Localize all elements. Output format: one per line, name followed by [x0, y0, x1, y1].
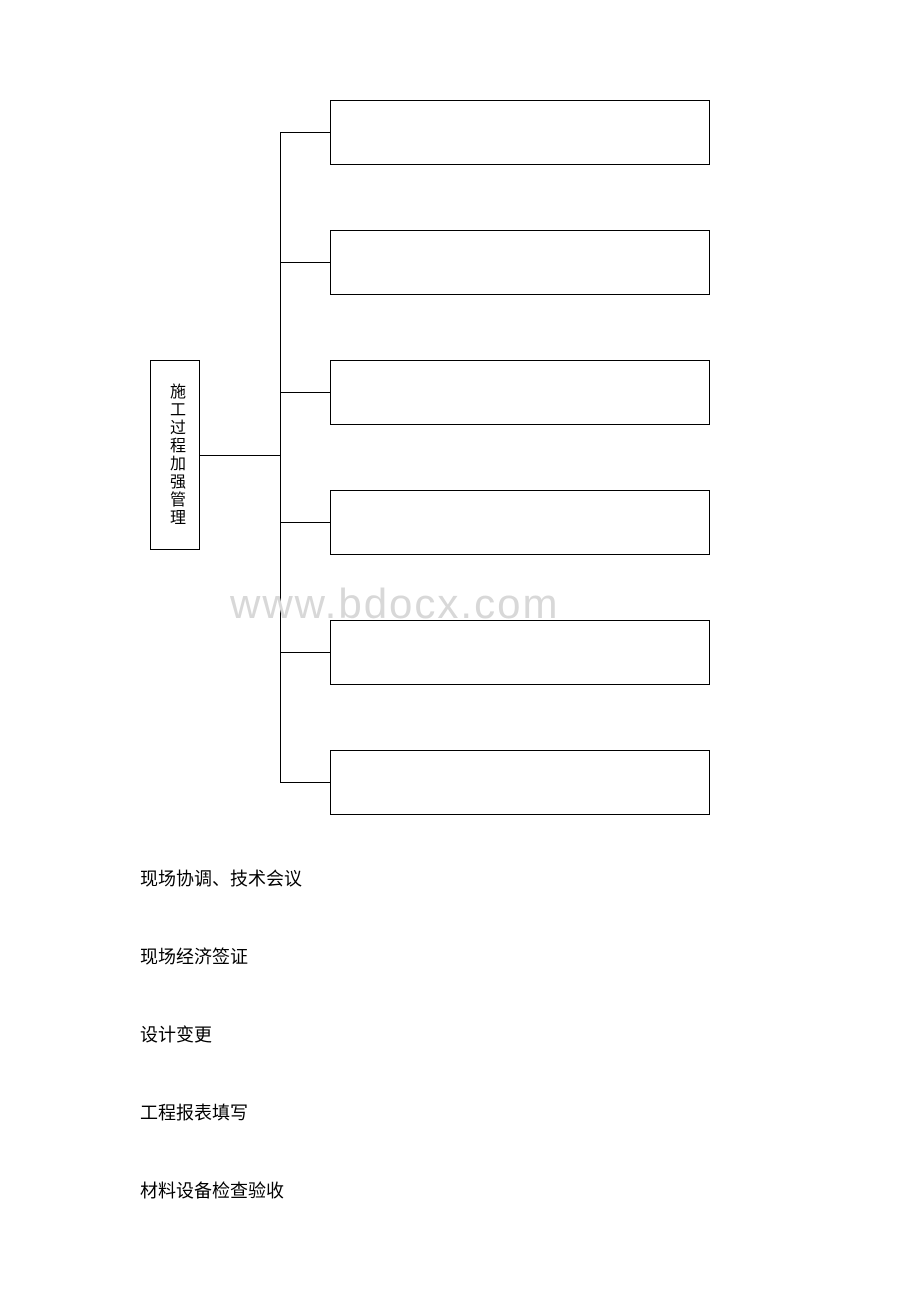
- list-item: 现场经济签证: [140, 943, 302, 969]
- connector-arm: [280, 652, 330, 653]
- list-item: 设计变更: [140, 1021, 302, 1047]
- child-node: [330, 230, 710, 295]
- text-list: 现场协调、技术会议 现场经济签证 设计变更 工程报表填写 材料设备检查验收: [140, 865, 302, 1255]
- connector-arm: [280, 132, 330, 133]
- connector-trunk: [200, 455, 280, 456]
- tree-diagram: 施工过程加强管理: [150, 100, 750, 830]
- root-label: 施工过程加强管理: [163, 383, 187, 527]
- connector-arm: [280, 782, 330, 783]
- connector-arm: [280, 392, 330, 393]
- child-node: [330, 750, 710, 815]
- list-item: 现场协调、技术会议: [140, 865, 302, 891]
- root-node: 施工过程加强管理: [150, 360, 200, 550]
- child-node: [330, 620, 710, 685]
- list-item: 工程报表填写: [140, 1099, 302, 1125]
- child-node: [330, 100, 710, 165]
- connector-arm: [280, 262, 330, 263]
- child-node: [330, 490, 710, 555]
- connector-vertical: [280, 132, 281, 782]
- connector-arm: [280, 522, 330, 523]
- list-item: 材料设备检查验收: [140, 1177, 302, 1203]
- child-node: [330, 360, 710, 425]
